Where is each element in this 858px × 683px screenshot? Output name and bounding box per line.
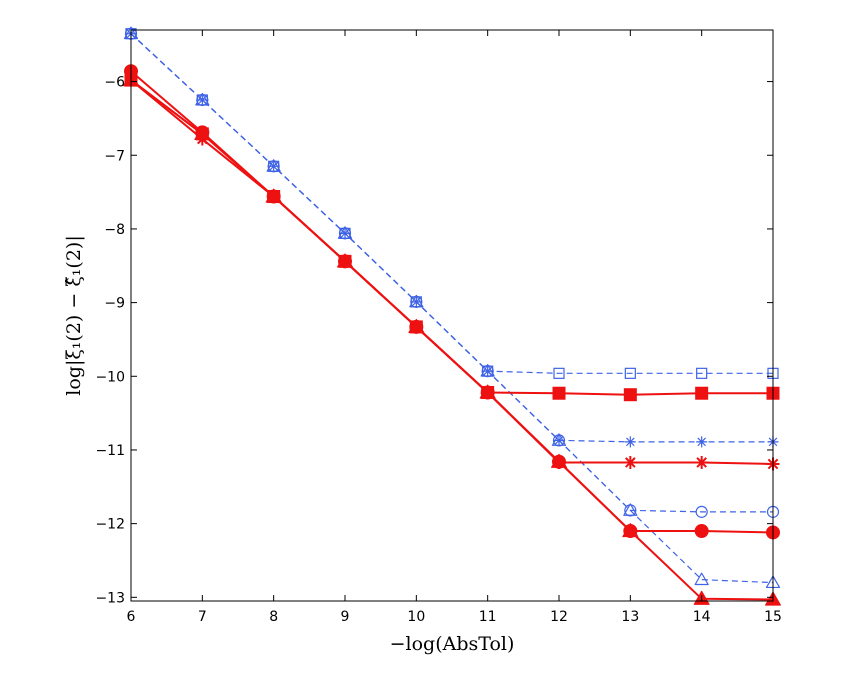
data-point-square	[623, 388, 637, 402]
data-point-triangle	[409, 294, 424, 308]
data-point-triangle	[622, 523, 639, 538]
data-point-square	[695, 386, 709, 400]
data-point-star	[624, 436, 636, 448]
data-point-circle	[694, 524, 709, 539]
y-tick-label: −11	[95, 443, 125, 459]
data-point-triangle	[194, 125, 211, 141]
data-point-triangle	[694, 572, 709, 586]
data-point-star	[696, 436, 708, 448]
series-line-red-triangle	[130, 79, 774, 601]
y-tick-label: −8	[104, 222, 125, 238]
axes-frame	[130, 29, 774, 602]
data-point-triangle	[623, 503, 638, 516]
data-point-triangle	[266, 159, 281, 172]
data-point-triangle	[551, 453, 567, 468]
x-tick-label: 8	[269, 609, 278, 625]
y-tick-label: −9	[104, 296, 125, 312]
data-point-triangle	[479, 384, 496, 399]
data-point-star	[623, 455, 637, 469]
data-point-triangle	[408, 318, 425, 334]
x-tick-label: 15	[764, 609, 782, 625]
data-point-square	[552, 386, 566, 400]
x-tick-label: 13	[621, 609, 639, 625]
data-point-triangle	[337, 226, 353, 239]
data-point-star	[196, 94, 208, 106]
data-point-square	[624, 367, 636, 379]
data-point-triangle	[480, 364, 495, 377]
axis-ticks: 6 7 8 9 10 11 12 13 14 15 −13 −12 −11 −10 −9 −8 −7 −6	[95, 30, 782, 625]
data-point-star	[695, 455, 709, 469]
x-tick-label: 14	[693, 609, 711, 625]
y-tick-label: −6	[104, 75, 125, 91]
x-tick-label: 6	[127, 609, 136, 625]
series-blue-triangle	[123, 26, 781, 589]
data-point-triangle	[195, 92, 210, 106]
plot-area	[123, 26, 781, 606]
y-tick-label: −13	[95, 590, 125, 606]
x-tick-label: 9	[341, 609, 350, 625]
data-point-triangle	[265, 188, 282, 203]
x-tick-label: 10	[407, 609, 425, 625]
y-tick-label: −10	[95, 369, 125, 385]
data-point-triangle	[551, 433, 567, 446]
y-tick-label: −7	[104, 148, 125, 164]
x-axis-title: −log(AbsTol)	[390, 633, 515, 655]
x-tick-label: 7	[198, 609, 207, 625]
y-tick-label: −12	[95, 517, 125, 533]
y-axis-title: log|ξ₁(2) − ξ̂₁(2)|	[63, 235, 85, 395]
data-point-square	[553, 367, 565, 379]
x-tick-label: 12	[550, 609, 568, 625]
x-tick-label: 11	[479, 609, 497, 625]
data-point-square	[696, 367, 708, 379]
data-point-circle	[695, 505, 708, 518]
data-point-triangle	[337, 253, 353, 268]
series-line-blue-triangle	[130, 33, 774, 584]
